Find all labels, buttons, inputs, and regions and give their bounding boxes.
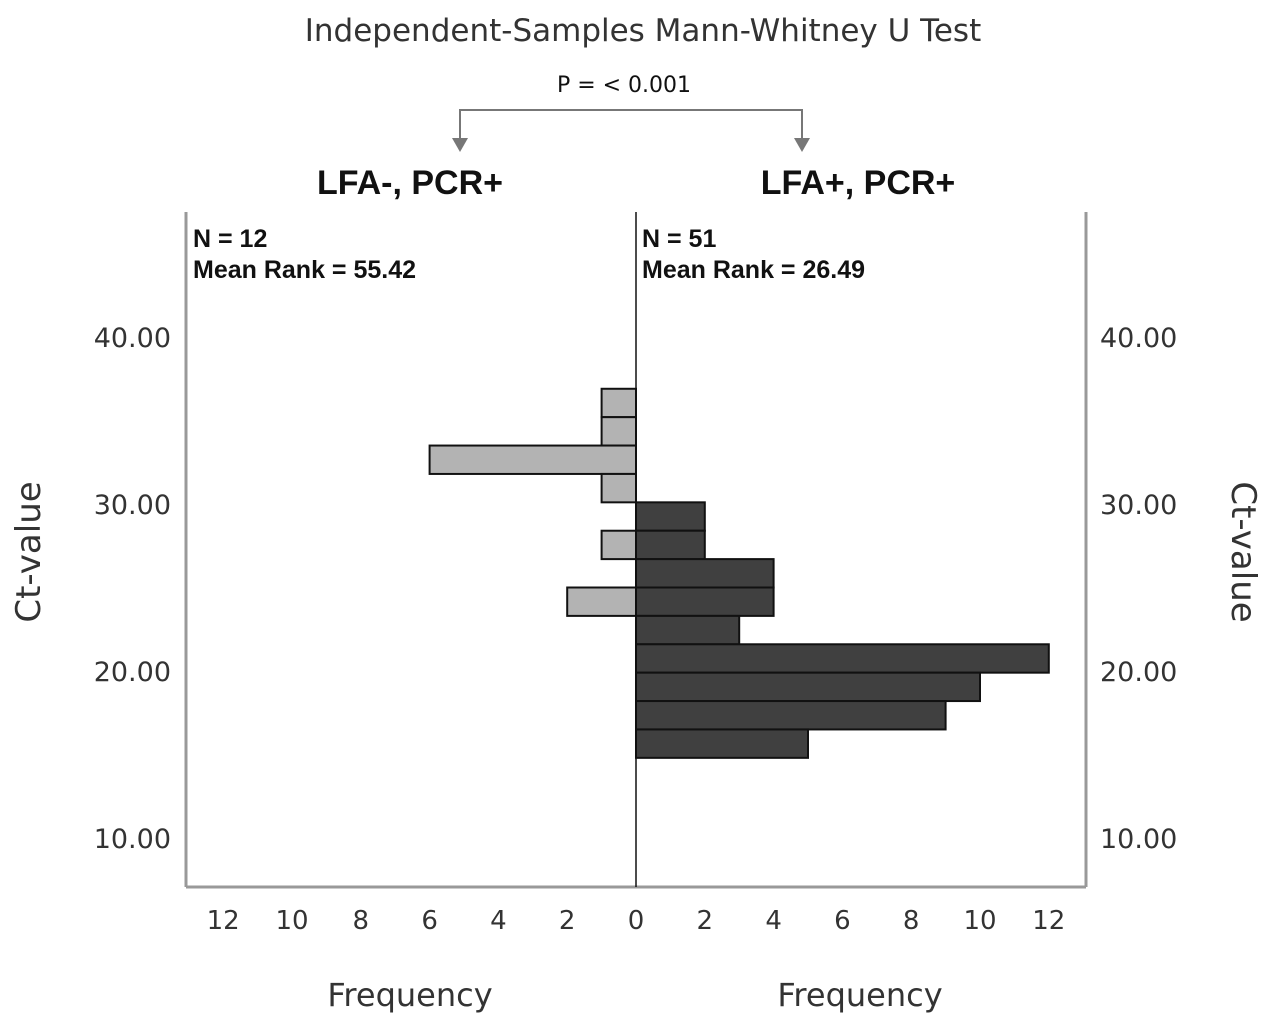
left-bar-2 (428, 444, 637, 475)
p-value-label: P = < 0.001 (557, 73, 691, 98)
y-tick-label-left: 40.00 (94, 323, 171, 354)
x-tick-label-left: 2 (559, 906, 576, 936)
y-tick-labels-left: 40.00 30.00 20.00 10.00 (94, 323, 171, 855)
left-bar-3 (600, 472, 637, 504)
x-tick-label-left: 8 (353, 906, 370, 936)
y-tick-label-left: 30.00 (94, 490, 171, 521)
left-bar-1 (600, 416, 637, 447)
y-tick-labels-right: 40.00 30.00 20.00 10.00 (1100, 323, 1177, 855)
bracket-arrow-left-icon (452, 138, 468, 152)
right-bar-6 (635, 671, 981, 703)
right-bar-3 (635, 586, 775, 617)
x-tick-labels-right: 2 4 6 8 10 12 (697, 906, 1066, 936)
x-axis-label-right: Frequency (777, 976, 942, 1014)
x-tick-label-left: 6 (421, 906, 438, 936)
x-tick-label-right: 12 (1032, 906, 1065, 936)
group-n-left: N = 12 (193, 225, 267, 253)
x-axis-label-left: Frequency (327, 976, 492, 1014)
y-tick-label-left: 10.00 (94, 824, 171, 855)
x-tick-labels-left: 12 10 8 6 4 2 0 (207, 906, 645, 936)
y-tick-label-left: 20.00 (94, 657, 171, 688)
left-bar-0 (600, 387, 637, 419)
right-group-bars (635, 501, 1050, 759)
group-mean-rank-left: Mean Rank = 55.42 (193, 256, 416, 284)
x-tick-label-left: 12 (207, 906, 240, 936)
left-bar-5 (566, 586, 638, 617)
right-bar-5 (635, 643, 1050, 674)
group-mean-rank-right: Mean Rank = 26.49 (642, 256, 865, 284)
x-tick-label-right: 8 (903, 906, 920, 936)
y-axis-label-right: Ct-value (1223, 481, 1263, 622)
group-title-left: LFA-, PCR+ (317, 164, 503, 202)
chart-title: Independent-Samples Mann-Whitney U Test (305, 13, 981, 49)
y-tick-label-right: 20.00 (1100, 657, 1177, 688)
group-n-right: N = 51 (642, 225, 716, 253)
x-tick-label-right: 2 (697, 906, 714, 936)
left-group-bars (428, 387, 638, 617)
right-bar-0 (635, 501, 706, 532)
x-tick-label-right: 6 (834, 906, 851, 936)
x-tick-label-left: 0 (628, 906, 645, 936)
y-tick-label-right: 30.00 (1100, 490, 1177, 521)
right-bar-8 (635, 728, 809, 759)
x-tick-label-left: 4 (490, 906, 507, 936)
x-tick-label-right: 10 (963, 906, 996, 936)
right-bar-7 (635, 700, 947, 731)
group-title-right: LFA+, PCR+ (761, 164, 956, 202)
y-axis-label-left: Ct-value (9, 481, 49, 622)
comparison-bracket (459, 109, 803, 142)
left-bar-4 (600, 529, 637, 561)
x-tick-label-left: 10 (275, 906, 308, 936)
y-tick-label-right: 10.00 (1100, 824, 1177, 855)
right-bar-2 (635, 558, 775, 589)
x-tick-label-right: 4 (765, 906, 782, 936)
y-tick-label-right: 40.00 (1100, 323, 1177, 354)
right-bar-1 (635, 529, 706, 561)
bracket-arrow-right-icon (794, 138, 810, 152)
right-bar-4 (635, 614, 741, 646)
